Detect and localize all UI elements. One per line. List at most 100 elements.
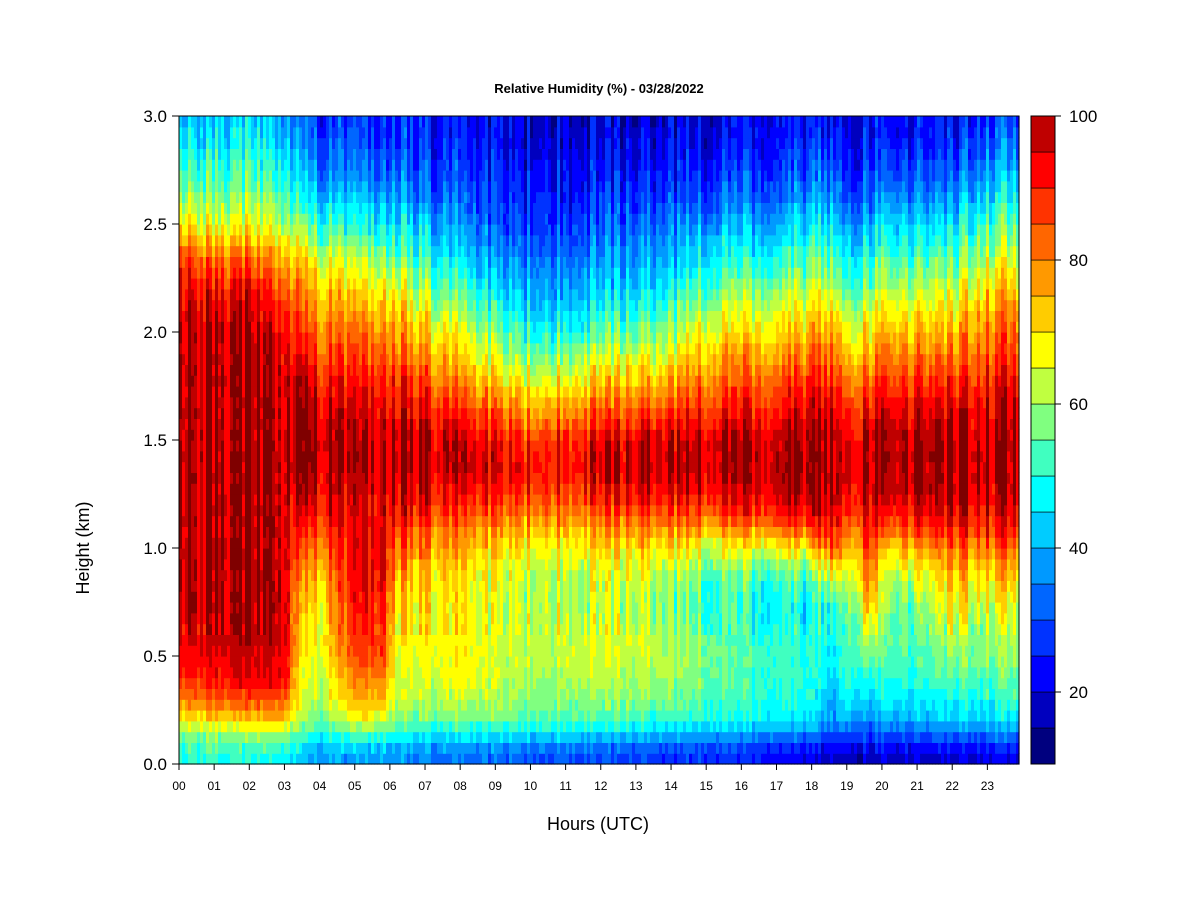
heatmap-cell <box>191 245 195 257</box>
heatmap-cell <box>221 278 225 290</box>
heatmap-cell <box>275 288 279 301</box>
heatmap-cell <box>209 126 213 139</box>
heatmap-cell <box>251 342 255 355</box>
heatmap-cell <box>227 375 231 387</box>
heatmap-cell <box>233 396 237 409</box>
heatmap-cell <box>287 548 291 560</box>
heatmap-cell <box>206 591 210 603</box>
heatmap-cell <box>203 515 207 527</box>
heatmap-cell <box>260 418 264 430</box>
heatmap-cell <box>203 353 207 365</box>
heatmap-cell <box>242 569 246 581</box>
heatmap-cell <box>209 353 213 365</box>
heatmap-cell <box>278 288 282 301</box>
heatmap-cell <box>215 656 219 668</box>
heatmap-cell <box>296 666 300 679</box>
heatmap-cell <box>230 386 234 398</box>
heatmap-cell <box>272 656 276 668</box>
heatmap-cell <box>215 278 219 290</box>
heatmap-cell <box>233 256 237 268</box>
heatmap-cell <box>290 720 294 733</box>
heatmap-cell <box>230 591 234 603</box>
heatmap-cell <box>284 483 288 495</box>
heatmap-cell <box>254 180 258 193</box>
heatmap-cell <box>209 731 213 743</box>
heatmap-cell <box>188 688 192 700</box>
heatmap-cell <box>266 278 270 290</box>
heatmap-cell <box>215 699 219 711</box>
heatmap-cell <box>212 504 216 517</box>
heatmap-cell <box>254 116 258 128</box>
heatmap-cell <box>305 267 309 279</box>
heatmap-cell <box>284 288 288 301</box>
heatmap-cell <box>185 213 189 225</box>
heatmap-cell <box>206 645 210 657</box>
heatmap-cell <box>251 440 255 452</box>
heatmap-cell <box>206 753 210 765</box>
heatmap-cell <box>269 310 273 322</box>
heatmap-cell <box>182 396 186 409</box>
heatmap-cell <box>227 450 231 463</box>
heatmap-cell <box>230 321 234 333</box>
heatmap-cell <box>248 180 252 193</box>
heatmap-cell <box>284 526 288 538</box>
heatmap-cell <box>305 677 309 689</box>
heatmap-cell <box>227 494 231 506</box>
heatmap-cell <box>245 450 249 463</box>
heatmap-cell <box>284 580 288 592</box>
heatmap-cell <box>299 299 303 311</box>
heatmap-cell <box>284 548 288 560</box>
heatmap-cell <box>242 612 246 625</box>
heatmap-cell <box>296 245 300 257</box>
heatmap-cell <box>242 137 246 149</box>
heatmap-cell <box>218 126 222 139</box>
heatmap-cell <box>278 699 282 711</box>
heatmap-cell <box>191 677 195 689</box>
heatmap-cell <box>272 159 276 171</box>
heatmap-cell <box>206 256 210 268</box>
heatmap-cell <box>227 645 231 657</box>
heatmap-cell <box>305 440 309 452</box>
heatmap-cell <box>239 548 243 560</box>
heatmap-cell <box>254 278 258 290</box>
heatmap-cell <box>221 191 225 203</box>
heatmap-cell <box>251 126 255 139</box>
heatmap-cell <box>242 396 246 409</box>
heatmap-cell <box>296 645 300 657</box>
heatmap-cell <box>227 440 231 452</box>
heatmap-cell <box>305 742 309 754</box>
heatmap-cell <box>200 558 204 571</box>
heatmap-cell <box>236 407 240 419</box>
heatmap-cell <box>236 591 240 603</box>
heatmap-cell <box>290 623 294 635</box>
heatmap-cell <box>260 299 264 311</box>
heatmap-cell <box>260 213 264 225</box>
heatmap-cell <box>212 353 216 365</box>
heatmap-cell <box>248 386 252 398</box>
heatmap-cell <box>272 202 276 214</box>
heatmap-cell <box>302 191 306 203</box>
heatmap-cell <box>227 710 231 722</box>
heatmap-cell <box>302 710 306 722</box>
heatmap-cell <box>197 688 201 700</box>
heatmap-cell <box>197 224 201 236</box>
heatmap-plot-area <box>179 116 1020 765</box>
heatmap-cell <box>257 342 261 355</box>
heatmap-cell <box>188 375 192 387</box>
heatmap-cell <box>278 623 282 635</box>
heatmap-cell <box>230 137 234 149</box>
heatmap-cell <box>290 353 294 365</box>
heatmap-cell <box>263 126 267 139</box>
heatmap-cell <box>251 418 255 430</box>
heatmap-cell <box>191 720 195 733</box>
heatmap-cell <box>212 612 216 625</box>
heatmap-cell <box>179 483 183 495</box>
heatmap-cell <box>299 245 303 257</box>
heatmap-cell <box>257 688 261 700</box>
heatmap-cell <box>224 418 228 430</box>
heatmap-cell <box>248 461 252 473</box>
heatmap-cell <box>233 720 237 733</box>
heatmap-cell <box>188 623 192 635</box>
heatmap-cell <box>275 407 279 419</box>
heatmap-cell <box>275 148 279 160</box>
